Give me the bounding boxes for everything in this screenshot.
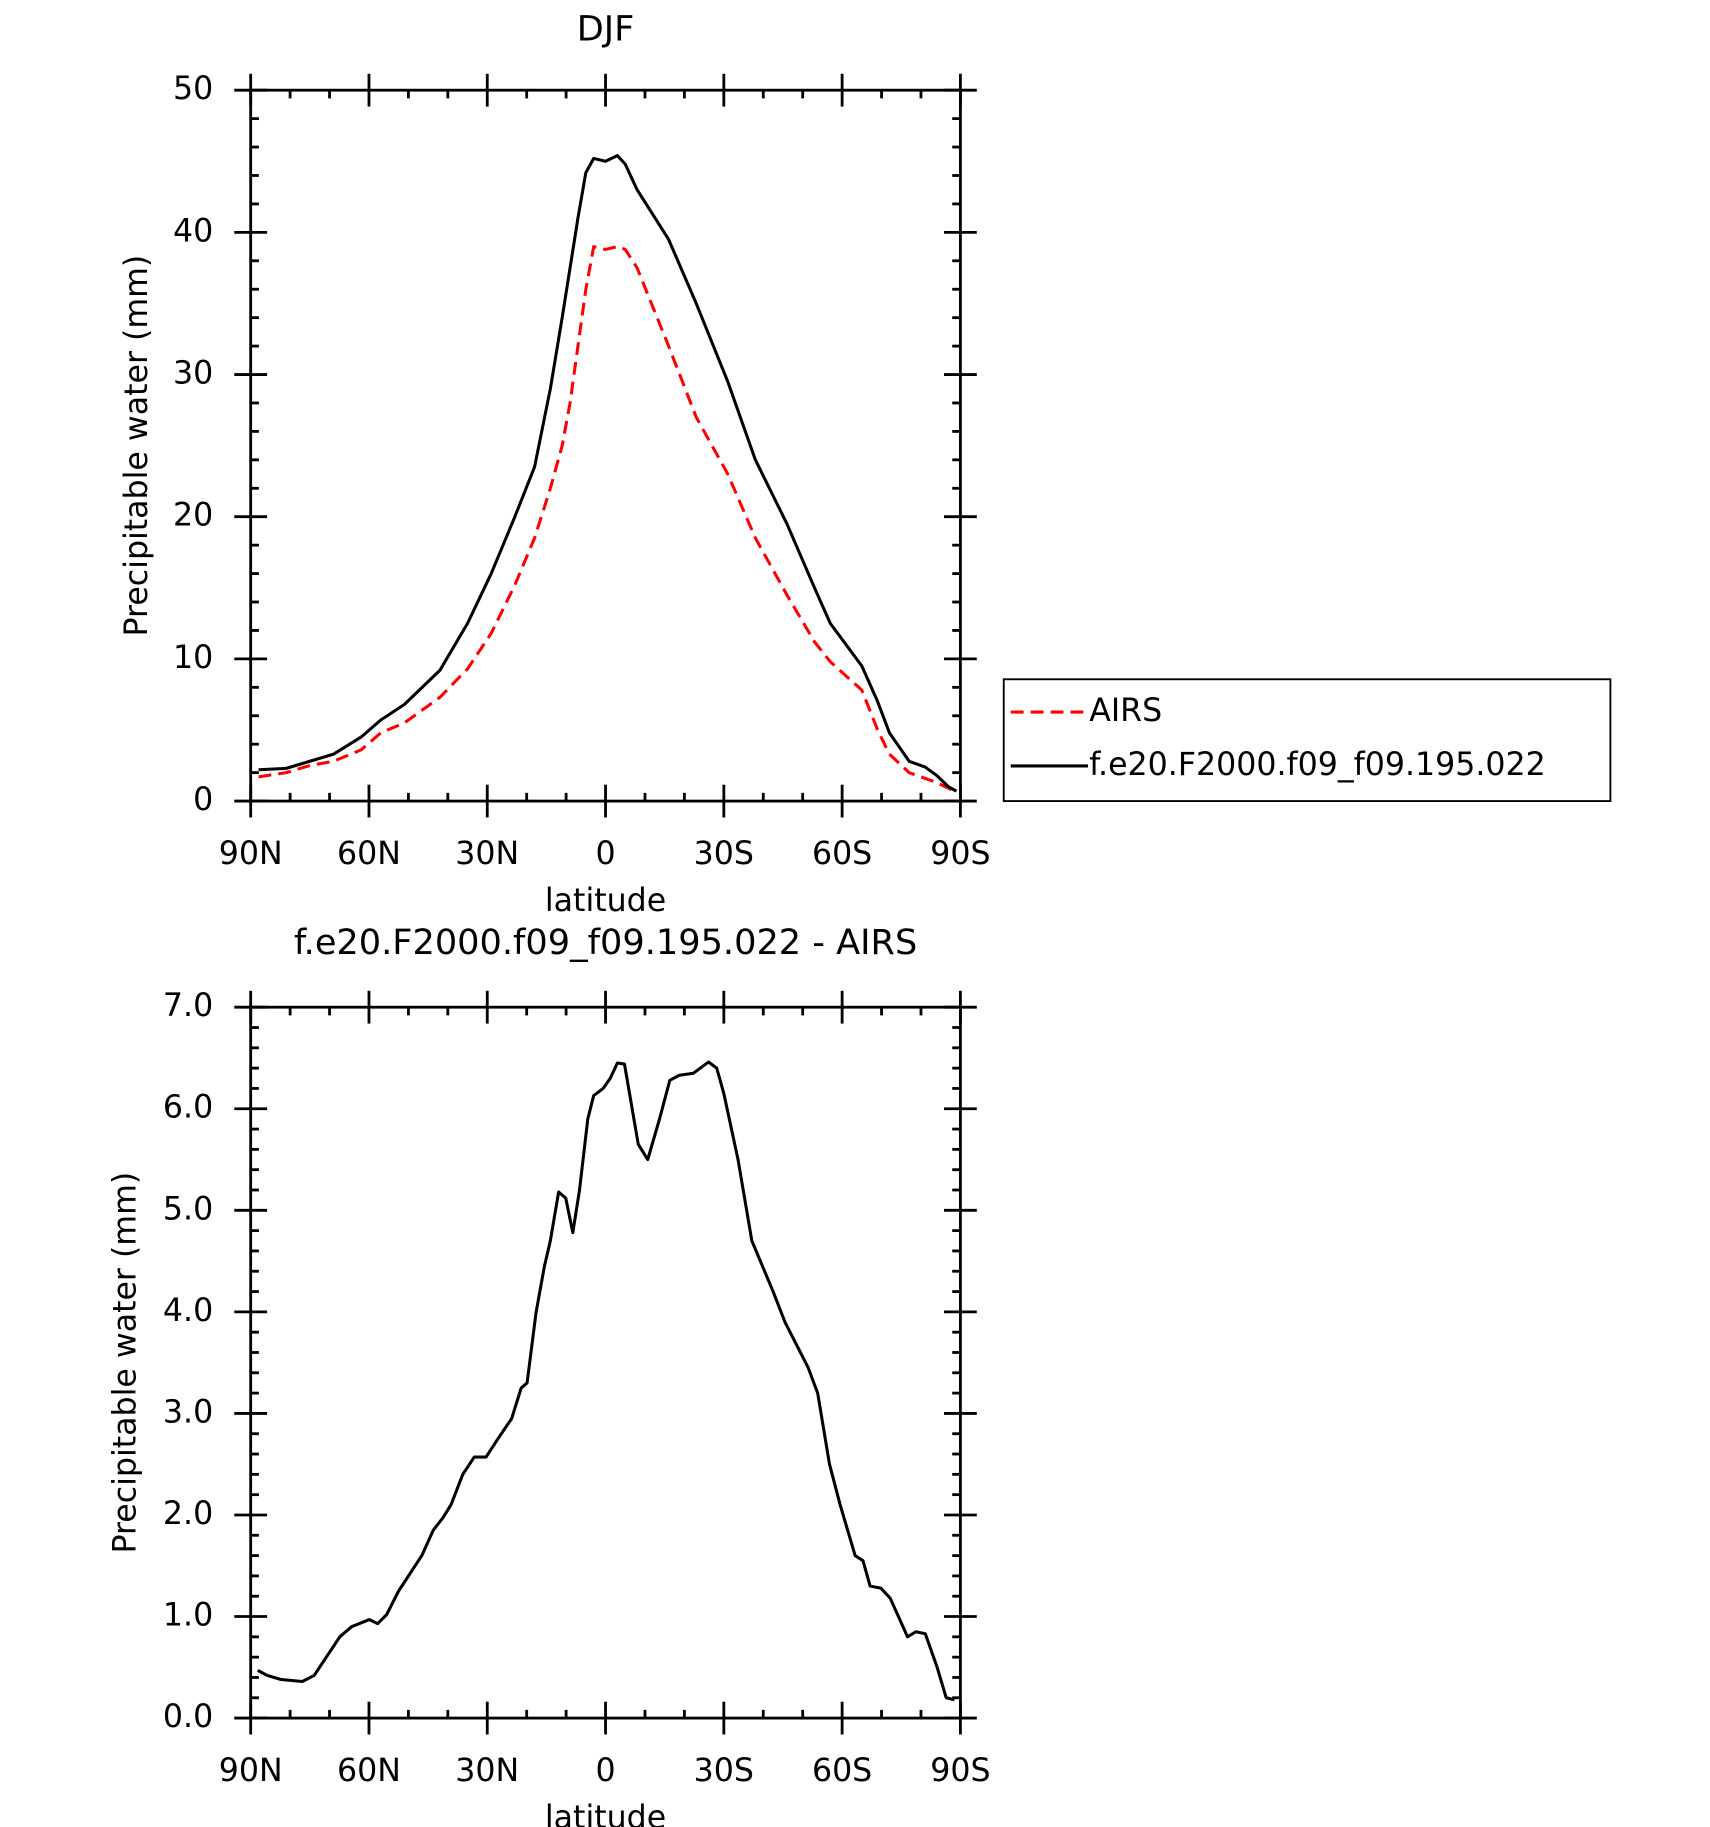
x-tick-label: 60N [337, 836, 401, 872]
data-line [258, 154, 958, 793]
data-line [258, 245, 958, 794]
plot-frame [249, 88, 962, 803]
y-tick-label: 10 [173, 640, 213, 676]
panel: f.e20.F2000.f09_f09.195.022 - AIRS Precip… [108, 922, 991, 1827]
legend-box [1002, 678, 1612, 803]
legend: AIRS f.e20.F2000.f09_f09.195.022 [1002, 678, 1612, 803]
legend-label: AIRS [1089, 693, 1162, 729]
x-tick-label: 90S [930, 836, 990, 872]
y-tick-label: 0.0 [163, 1699, 213, 1735]
x-tick-label: 60N [337, 1753, 401, 1789]
x-tick-label: 30S [694, 836, 754, 872]
y-tick-label: 5.0 [163, 1191, 213, 1227]
y-tick-label: 20 [173, 498, 213, 534]
x-tick-label: 0 [595, 1753, 615, 1789]
data-line [257, 1060, 955, 1702]
y-axis-label: Precipitable water (mm) [119, 255, 155, 637]
y-tick-label: 30 [173, 356, 213, 392]
y-axis-label: Precipitable water (mm) [108, 1172, 144, 1554]
plot-frame [249, 1005, 962, 1720]
y-tick-label: 0 [193, 782, 213, 818]
x-tick-label: 30S [694, 1753, 754, 1789]
x-tick-label: 60S [812, 1753, 872, 1789]
x-tick-label: 30N [455, 836, 519, 872]
panel: DJF Precipitable water (mm) latitude 0 10 20 3… [119, 8, 1612, 919]
y-tick-label: 6.0 [163, 1090, 213, 1126]
y-tick-label: 40 [173, 213, 213, 249]
x-tick-label: 90N [219, 836, 283, 872]
y-tick-label: 2.0 [163, 1496, 213, 1532]
x-axis-label: latitude [545, 883, 666, 919]
y-tick-label: 7.0 [163, 988, 213, 1024]
chart-title: DJF [577, 8, 635, 49]
legend-label: f.e20.F2000.f09_f09.195.022 [1089, 747, 1546, 783]
y-tick-label: 50 [173, 71, 213, 107]
y-tick-label: 1.0 [163, 1598, 213, 1634]
x-tick-label: 90N [219, 1753, 283, 1789]
chart-title: f.e20.F2000.f09_f09.195.022 - AIRS [294, 922, 917, 963]
x-tick-label: 90S [930, 1753, 990, 1789]
x-axis-label: latitude [545, 1800, 666, 1827]
y-tick-label: 4.0 [163, 1293, 213, 1329]
x-tick-label: 30N [455, 1753, 519, 1789]
y-tick-label: 3.0 [163, 1394, 213, 1430]
x-tick-label: 0 [595, 836, 615, 872]
x-tick-label: 60S [812, 836, 872, 872]
